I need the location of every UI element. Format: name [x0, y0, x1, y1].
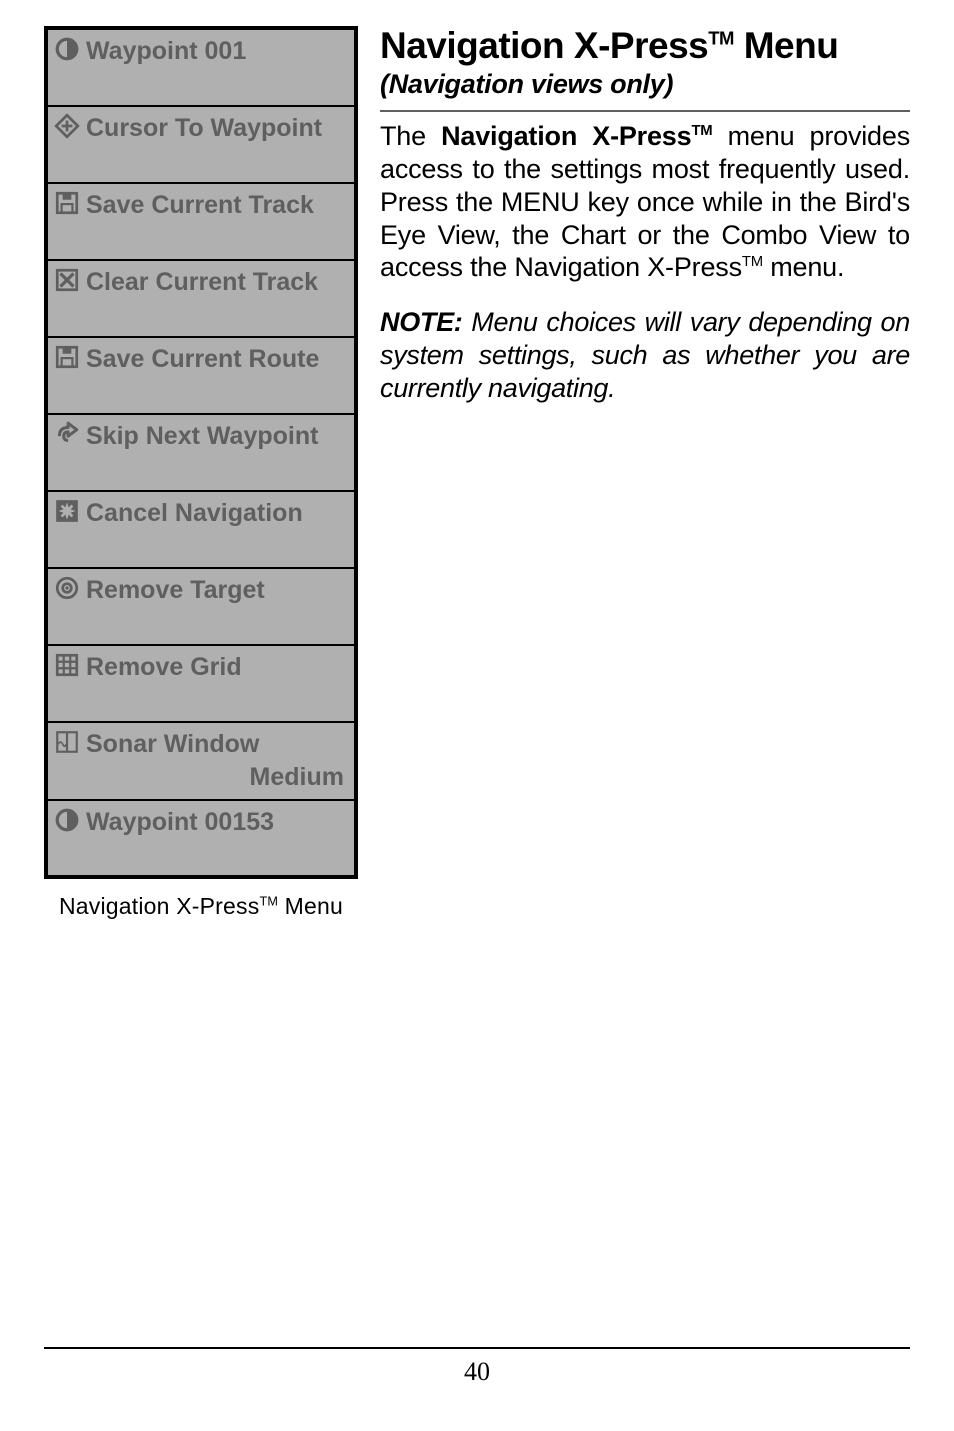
menu-item-label: Skip Next Waypoint [86, 424, 318, 449]
page-subheading: (Navigation views only) [380, 69, 910, 100]
menu-item-label: Clear Current Track [86, 270, 318, 295]
menu-item-label: Waypoint 00153 [86, 810, 274, 835]
left-column: Waypoint 001 Cursor To Waypoint Save Curre… [44, 26, 358, 920]
page-number: 40 [44, 1357, 910, 1387]
body-paragraph-1: The Navigation X-PressTM menu provides a… [380, 120, 910, 285]
circle-half-icon [54, 807, 80, 833]
menu-item: Save Current Track [48, 184, 354, 261]
menu-caption: Navigation X-PressTM Menu [44, 893, 358, 920]
circle-half-icon [54, 36, 80, 62]
footer-rule [44, 1347, 910, 1349]
page-heading: Navigation X-PressTM Menu [380, 26, 910, 67]
menu-item-label: Remove Grid [86, 655, 242, 680]
cancel-nav-icon [54, 498, 80, 524]
page-footer: 40 [44, 1347, 910, 1387]
menu-item-label: Save Current Route [86, 347, 319, 372]
right-column: Navigation X-PressTM Menu (Navigation vi… [380, 26, 910, 920]
menu-screenshot: Waypoint 001 Cursor To Waypoint Save Curre… [44, 26, 358, 879]
menu-item: Waypoint 00153 [48, 801, 354, 875]
sonar-window-icon [54, 729, 80, 755]
section-divider [380, 110, 910, 112]
menu-item: Remove Grid [48, 646, 354, 723]
menu-item-label: Sonar Window [86, 732, 259, 760]
diamond-plus-icon [54, 113, 80, 139]
target-icon [54, 575, 80, 601]
menu-item: Cursor To Waypoint [48, 107, 354, 184]
menu-item-value: Medium [250, 763, 348, 792]
menu-item: Cancel Navigation [48, 492, 354, 569]
menu-item-label: Cursor To Waypoint [86, 116, 322, 141]
save-disk-icon [54, 344, 80, 370]
menu-item-label: Waypoint 001 [86, 39, 246, 64]
skip-arrow-icon [54, 421, 80, 447]
menu-item: Waypoint 001 [48, 30, 354, 107]
menu-item-label: Remove Target [86, 578, 265, 603]
menu-item-label: Save Current Track [86, 193, 314, 218]
menu-item-label: Cancel Navigation [86, 501, 303, 526]
grid-icon [54, 652, 80, 678]
note-paragraph: NOTE: Menu choices will vary depending o… [380, 306, 910, 405]
menu-item: Sonar Window Medium [48, 723, 354, 801]
menu-item: Clear Current Track [48, 261, 354, 338]
menu-item: Save Current Route [48, 338, 354, 415]
x-box-icon [54, 267, 80, 293]
menu-item: Skip Next Waypoint [48, 415, 354, 492]
save-disk-icon [54, 190, 80, 216]
menu-item: Remove Target [48, 569, 354, 646]
